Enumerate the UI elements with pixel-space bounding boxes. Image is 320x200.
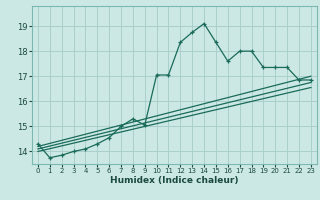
- X-axis label: Humidex (Indice chaleur): Humidex (Indice chaleur): [110, 176, 239, 185]
